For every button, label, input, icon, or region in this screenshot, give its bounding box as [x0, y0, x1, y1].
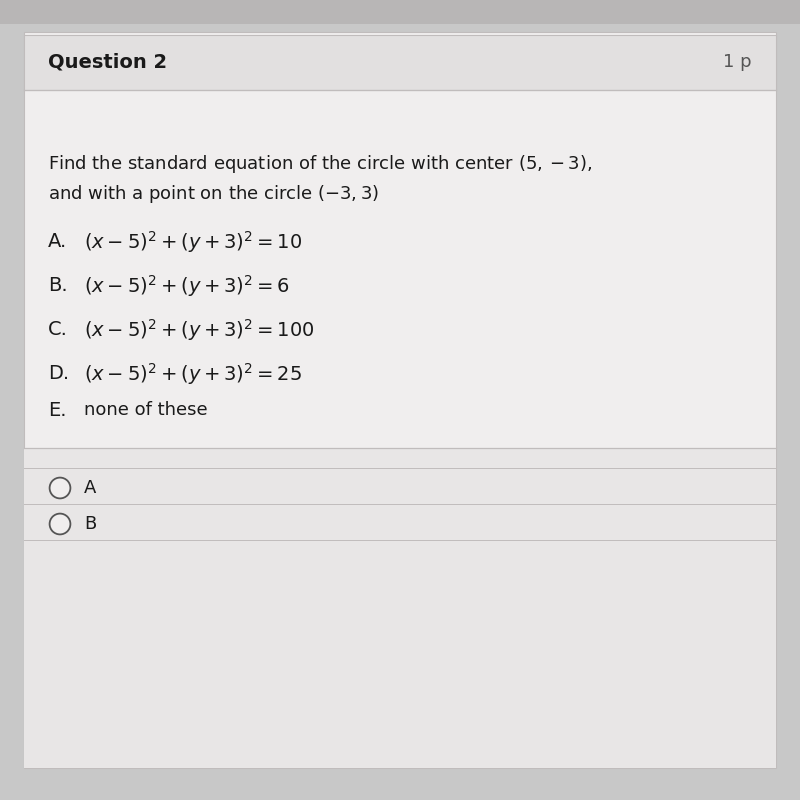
Circle shape [50, 478, 70, 498]
Text: B.: B. [48, 276, 68, 295]
Text: 1 p: 1 p [723, 54, 752, 71]
Text: B: B [84, 515, 96, 533]
Bar [24, 35, 776, 90]
Text: A: A [84, 479, 96, 497]
Bar [24, 448, 776, 768]
Text: C.: C. [48, 320, 68, 339]
Text: E.: E. [48, 401, 66, 420]
Text: Question 2: Question 2 [48, 53, 167, 72]
Text: $(x-5)^2 + (y+3)^2 = 10$: $(x-5)^2 + (y+3)^2 = 10$ [84, 229, 302, 254]
Text: $(x-5)^2 + (y+3)^2 = 25$: $(x-5)^2 + (y+3)^2 = 25$ [84, 361, 302, 386]
Text: A.: A. [48, 232, 67, 251]
Text: $(x-5)^2 + (y+3)^2 = 6$: $(x-5)^2 + (y+3)^2 = 6$ [84, 273, 290, 298]
Text: none of these: none of these [84, 402, 208, 419]
Text: and with a point on the circle $(-3, 3)$: and with a point on the circle $(-3, 3)$ [48, 183, 379, 206]
Text: D.: D. [48, 364, 69, 383]
Text: $(x-5)^2 + (y+3)^2 = 100$: $(x-5)^2 + (y+3)^2 = 100$ [84, 317, 314, 342]
Text: Find the standard equation of the circle with center $(5, -3)$,: Find the standard equation of the circle… [48, 153, 592, 175]
Bar [0, 0, 800, 24]
Circle shape [50, 514, 70, 534]
